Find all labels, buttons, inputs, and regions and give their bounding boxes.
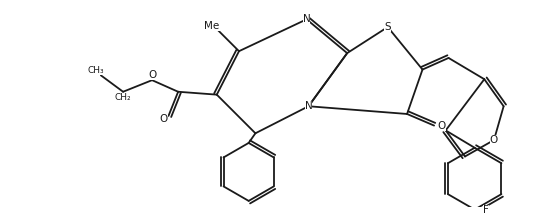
Text: S: S	[384, 22, 391, 32]
Text: Me: Me	[205, 21, 219, 31]
Text: F: F	[483, 205, 489, 214]
Text: O: O	[160, 114, 168, 124]
Text: CH₂: CH₂	[115, 93, 131, 102]
Text: N: N	[305, 101, 312, 111]
Text: O: O	[438, 120, 446, 131]
Text: O: O	[148, 70, 156, 80]
Text: N: N	[303, 14, 310, 24]
Text: CH₃: CH₃	[88, 66, 104, 75]
Text: O: O	[490, 135, 498, 145]
